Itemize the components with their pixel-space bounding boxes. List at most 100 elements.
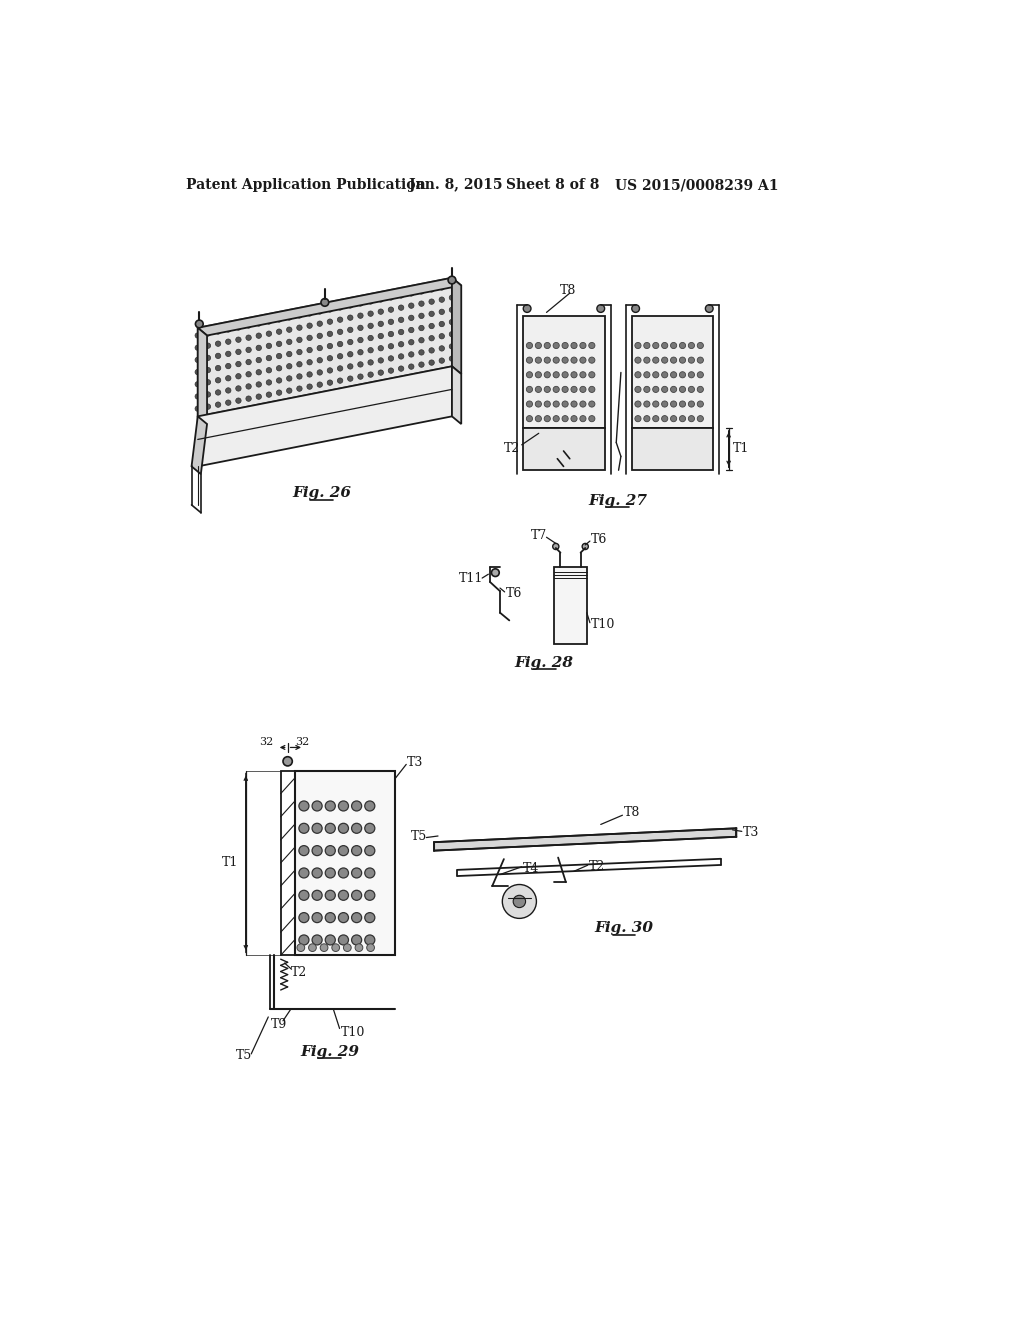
- Circle shape: [536, 416, 542, 422]
- Circle shape: [256, 393, 261, 400]
- Circle shape: [307, 359, 312, 364]
- Circle shape: [351, 935, 361, 945]
- Text: T6: T6: [506, 587, 522, 601]
- Circle shape: [635, 372, 641, 378]
- Circle shape: [450, 319, 455, 325]
- Circle shape: [589, 342, 595, 348]
- Circle shape: [357, 374, 364, 379]
- Circle shape: [297, 337, 302, 343]
- Circle shape: [378, 358, 383, 363]
- Circle shape: [679, 387, 686, 392]
- Polygon shape: [198, 367, 452, 466]
- Bar: [281, 771, 295, 956]
- Circle shape: [409, 327, 414, 333]
- Circle shape: [409, 364, 414, 370]
- Bar: [295, 771, 395, 956]
- Circle shape: [429, 360, 434, 366]
- Circle shape: [266, 355, 271, 360]
- Circle shape: [337, 317, 343, 322]
- Text: T8: T8: [624, 807, 640, 820]
- Circle shape: [338, 935, 348, 945]
- Circle shape: [321, 298, 329, 306]
- Circle shape: [312, 869, 323, 878]
- Bar: [523, 317, 604, 428]
- Circle shape: [378, 321, 383, 326]
- Circle shape: [347, 351, 353, 356]
- Text: Fig. 30: Fig. 30: [595, 921, 653, 936]
- Circle shape: [299, 801, 309, 810]
- Circle shape: [492, 569, 500, 577]
- Circle shape: [378, 297, 383, 302]
- Circle shape: [429, 335, 434, 341]
- Circle shape: [225, 339, 231, 345]
- Circle shape: [580, 358, 586, 363]
- Circle shape: [326, 912, 335, 923]
- Circle shape: [317, 321, 323, 326]
- Text: Sheet 8 of 8: Sheet 8 of 8: [506, 178, 600, 193]
- Circle shape: [544, 401, 550, 407]
- Circle shape: [439, 346, 444, 351]
- Bar: [523, 428, 604, 470]
- Circle shape: [513, 895, 525, 908]
- Text: T9: T9: [271, 1018, 288, 1031]
- Circle shape: [553, 544, 559, 549]
- Text: Fig. 26: Fig. 26: [292, 486, 351, 500]
- Circle shape: [697, 387, 703, 392]
- Text: T5: T5: [411, 829, 427, 842]
- Circle shape: [378, 334, 383, 339]
- Circle shape: [553, 416, 559, 422]
- Circle shape: [351, 824, 361, 833]
- Circle shape: [225, 400, 231, 405]
- Circle shape: [287, 388, 292, 393]
- Circle shape: [299, 935, 309, 945]
- Circle shape: [326, 846, 335, 855]
- Circle shape: [326, 869, 335, 878]
- Circle shape: [365, 846, 375, 855]
- Circle shape: [419, 313, 424, 318]
- Circle shape: [526, 416, 532, 422]
- Circle shape: [338, 824, 348, 833]
- Circle shape: [671, 387, 677, 392]
- Circle shape: [195, 393, 201, 399]
- Circle shape: [652, 358, 658, 363]
- Circle shape: [583, 544, 589, 549]
- Circle shape: [347, 376, 353, 381]
- Circle shape: [439, 321, 444, 327]
- Circle shape: [589, 387, 595, 392]
- Circle shape: [635, 416, 641, 422]
- Circle shape: [299, 890, 309, 900]
- Circle shape: [662, 387, 668, 392]
- Circle shape: [544, 342, 550, 348]
- Circle shape: [328, 355, 333, 360]
- Circle shape: [337, 378, 343, 383]
- Circle shape: [317, 333, 323, 338]
- Text: T1: T1: [222, 857, 239, 870]
- Circle shape: [368, 298, 374, 304]
- Circle shape: [357, 325, 364, 330]
- Circle shape: [536, 358, 542, 363]
- Circle shape: [246, 335, 251, 341]
- Circle shape: [644, 401, 650, 407]
- Circle shape: [652, 401, 658, 407]
- Circle shape: [378, 346, 383, 351]
- Circle shape: [266, 343, 271, 348]
- Circle shape: [326, 824, 335, 833]
- Circle shape: [536, 401, 542, 407]
- Circle shape: [246, 323, 251, 329]
- Circle shape: [697, 358, 703, 363]
- Circle shape: [536, 342, 542, 348]
- Circle shape: [688, 372, 694, 378]
- Circle shape: [287, 351, 292, 356]
- Circle shape: [635, 401, 641, 407]
- Circle shape: [571, 416, 578, 422]
- Circle shape: [388, 308, 393, 313]
- Circle shape: [365, 801, 375, 810]
- Circle shape: [553, 372, 559, 378]
- Circle shape: [388, 368, 393, 374]
- Circle shape: [307, 323, 312, 329]
- Circle shape: [571, 342, 578, 348]
- Circle shape: [671, 372, 677, 378]
- Circle shape: [312, 846, 323, 855]
- Circle shape: [246, 347, 251, 352]
- Circle shape: [429, 347, 434, 354]
